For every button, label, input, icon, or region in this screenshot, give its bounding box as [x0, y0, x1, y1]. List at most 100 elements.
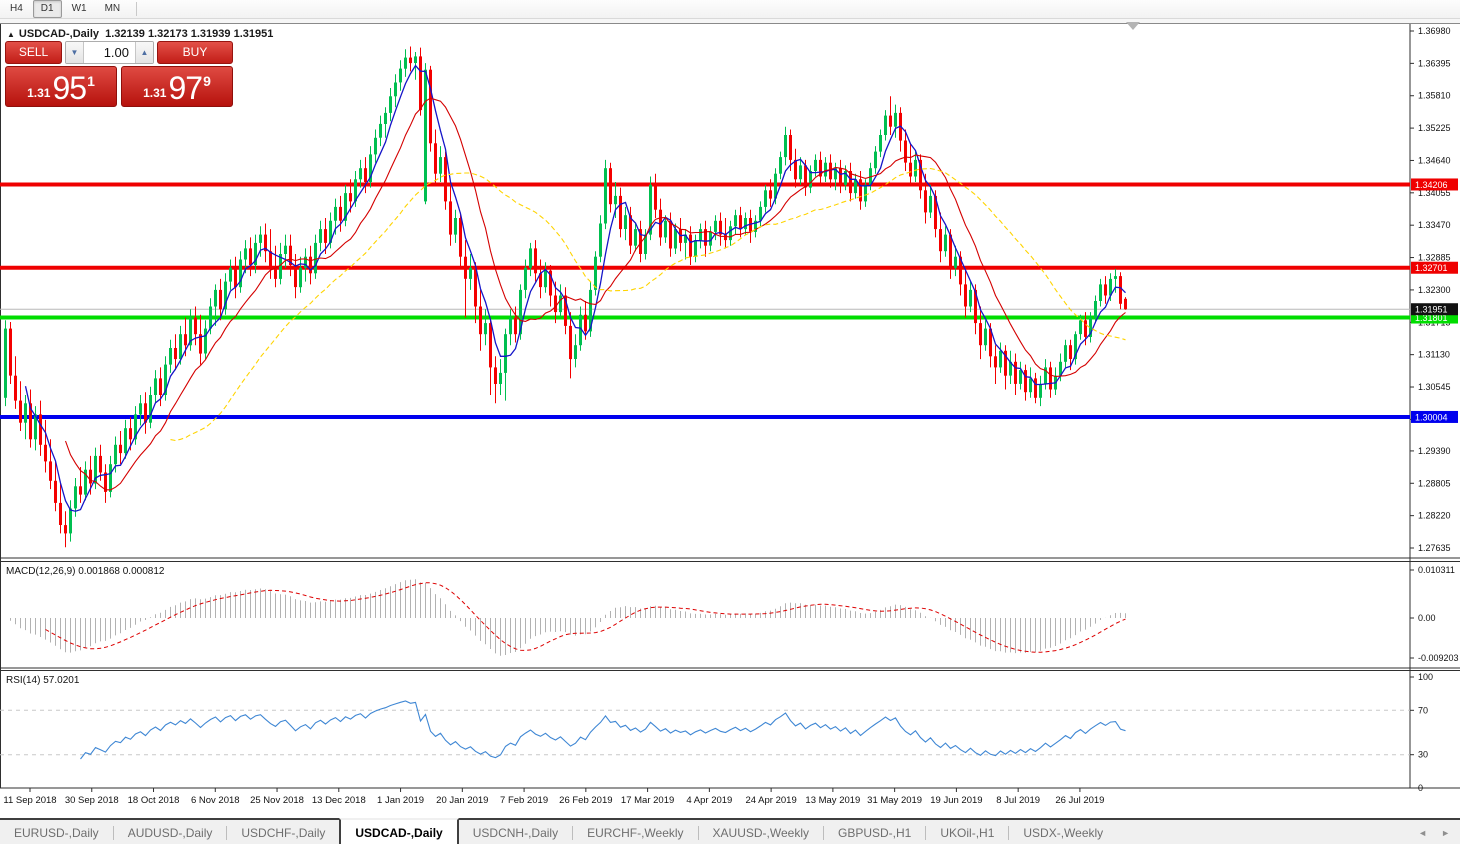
one-click-trading-panel: SELL ▼ 1.00 ▲ BUY 1.31 95 1 1.31 97 9 [5, 41, 233, 107]
mid-ma-line [64, 97, 1126, 491]
candle [209, 306, 212, 329]
tabs-scroll-right-icon[interactable]: ► [1441, 828, 1450, 838]
sell-price-prefix: 1.31 [27, 86, 51, 100]
candle [914, 159, 917, 177]
candle [919, 159, 922, 191]
candle [429, 69, 432, 144]
time-axis-label: 30 Sep 2018 [65, 795, 119, 806]
sell-price-button[interactable]: 1.31 95 1 [5, 66, 117, 107]
sell-price-main: 95 [52, 70, 87, 106]
candle [1019, 370, 1022, 384]
volume-decrease-icon[interactable]: ▼ [66, 42, 84, 63]
timeframe-button-mn[interactable]: MN [104, 3, 121, 14]
candle [139, 403, 142, 415]
candle [304, 256, 307, 268]
candle [124, 428, 127, 454]
candle [1094, 301, 1097, 318]
candle [444, 157, 447, 202]
candle [619, 195, 622, 230]
candle [404, 57, 407, 69]
tab-separator [697, 826, 699, 840]
price-chart[interactable]: 1.36980 1.36395 1.35810 1.35225 1.34640 1.340… [0, 24, 1460, 816]
price-tag-label: 1.32701 [1415, 263, 1448, 273]
macd-label: MACD(12,26,9) 0.001868 0.000812 [6, 566, 165, 577]
timeframe-button-h4[interactable]: H4 [10, 3, 23, 14]
candle [654, 184, 657, 210]
timeframe-button-w1[interactable]: W1 [71, 3, 87, 14]
candle [34, 414, 37, 440]
candle [964, 284, 967, 307]
chart-tab-ukoil[interactable]: UKOil-,H1 [940, 826, 995, 840]
time-axis-label: 26 Jul 2019 [1055, 795, 1104, 806]
volume-input[interactable]: 1.00 [103, 45, 129, 60]
chart-tab-usdx[interactable]: USDX-,Weekly [1023, 826, 1104, 840]
chart-tab-xauusd[interactable]: XAUUSD-,Weekly [712, 826, 809, 840]
candle [459, 218, 462, 257]
time-axis-label: 1 Jan 2019 [377, 795, 424, 806]
collapse-arrow-icon[interactable]: ▲ [7, 30, 15, 39]
candle [169, 348, 172, 365]
buy-price-button[interactable]: 1.31 97 9 [121, 66, 233, 107]
candle [889, 115, 892, 127]
candle [629, 215, 632, 246]
candle [224, 281, 227, 310]
tabs-scroll-left-icon[interactable]: ◄ [1418, 828, 1428, 838]
time-axis-label: 18 Oct 2018 [128, 795, 180, 806]
candle [844, 171, 847, 185]
rsi-axis-label: 0 [1418, 783, 1423, 793]
candle [264, 234, 267, 252]
price-tick-label: 1.35225 [1418, 123, 1451, 133]
candle [509, 317, 512, 335]
rsi-axis-label: 70 [1418, 705, 1428, 715]
candle [69, 508, 72, 534]
candle [364, 168, 367, 182]
chart-shift-marker-icon[interactable] [1126, 22, 1140, 30]
candle [259, 234, 262, 243]
candle [719, 220, 722, 235]
chart-tab-usdcad[interactable]: USDCAD-,Daily [339, 818, 459, 844]
candle [244, 248, 247, 260]
chart-window[interactable]: 1.36980 1.36395 1.35810 1.35225 1.34640 1.340… [0, 22, 1460, 816]
candle [519, 289, 522, 335]
time-axis-label: 31 May 2019 [867, 795, 922, 806]
candle [624, 215, 627, 229]
sell-button[interactable]: SELL [5, 41, 62, 64]
candle [164, 364, 167, 395]
candle [379, 123, 382, 138]
buy-button[interactable]: BUY [157, 41, 233, 64]
candle [924, 190, 927, 213]
chart-tab-usdcnh[interactable]: USDCNH-,Daily [472, 826, 559, 840]
candle [994, 356, 997, 368]
candle [409, 57, 412, 64]
price-tick-label: 1.34055 [1418, 188, 1451, 198]
timeframe-button-d1[interactable]: D1 [32, 0, 62, 18]
volume-increase-icon[interactable]: ▲ [135, 42, 153, 63]
candle [9, 328, 12, 376]
candle [19, 400, 22, 423]
chart-tab-audusd[interactable]: AUDUSD-,Daily [127, 826, 213, 840]
candle [229, 267, 232, 282]
chart-background [0, 24, 1460, 816]
candle [1029, 378, 1032, 393]
candle [199, 334, 202, 354]
candle [954, 256, 957, 268]
candle [849, 171, 852, 194]
candle [159, 378, 162, 395]
chart-tab-eurchf[interactable]: EURCHF-,Weekly [587, 826, 684, 840]
candle [554, 295, 557, 313]
chart-tab-eurusd[interactable]: EURUSD-,Daily [14, 826, 99, 840]
candle [894, 112, 897, 127]
candle [579, 314, 582, 346]
macd-axis-label: -0.009203 [1418, 653, 1459, 663]
candle [934, 195, 937, 230]
candle [1104, 284, 1107, 296]
candle [754, 220, 757, 232]
chart-tab-gbpusd[interactable]: GBPUSD-,H1 [838, 826, 912, 840]
candle [749, 218, 752, 232]
candle [599, 223, 602, 257]
candle [389, 96, 392, 113]
chart-tab-usdchf[interactable]: USDCHF-,Daily [241, 826, 326, 840]
candle [184, 334, 187, 346]
candle [324, 229, 327, 243]
candle [744, 218, 747, 230]
